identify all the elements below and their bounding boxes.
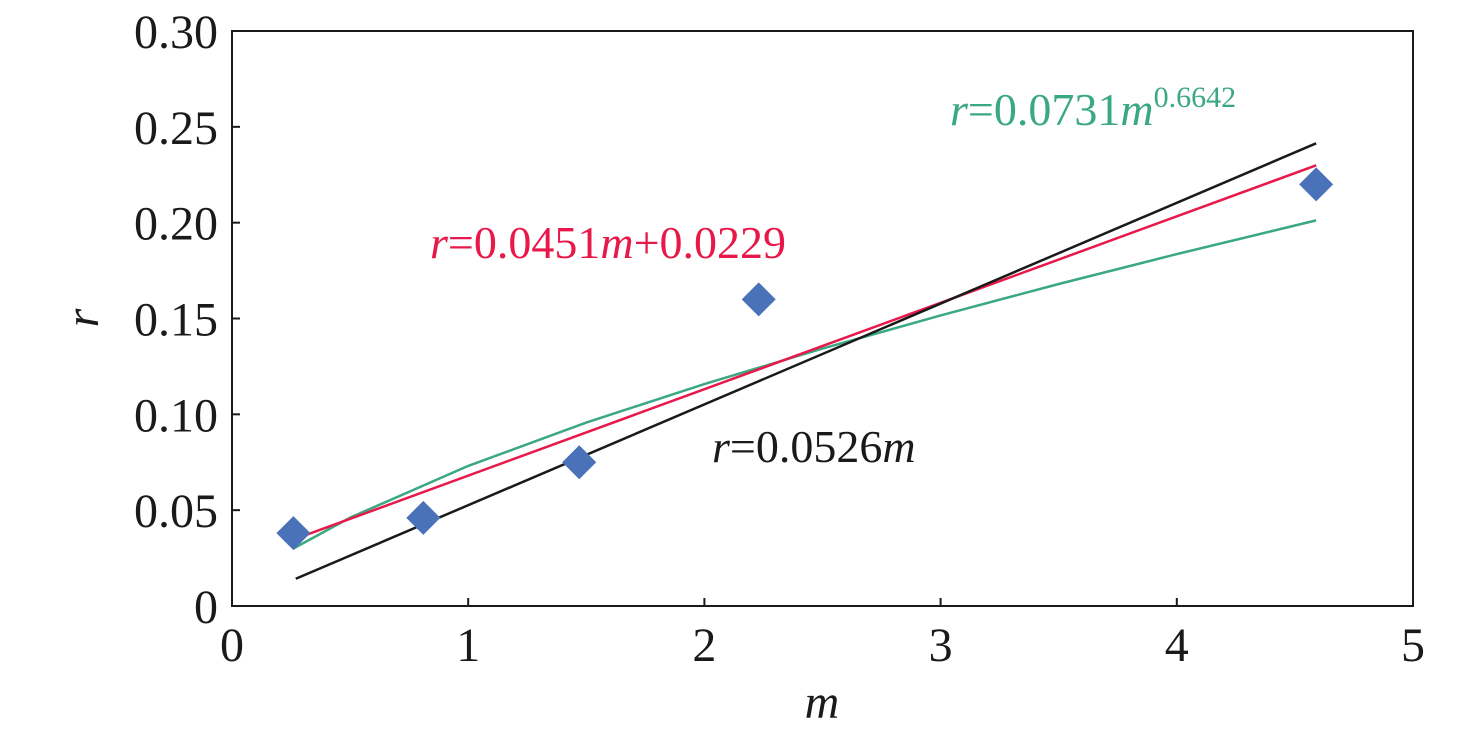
data-point <box>276 516 311 551</box>
equation-part: r <box>430 217 449 268</box>
x-tick-label: 5 <box>1401 619 1425 672</box>
equation-part: =0.0526 <box>730 421 882 472</box>
equation-part: 0.6642 <box>1154 81 1237 114</box>
equation-part: m <box>882 421 915 472</box>
y-tick-label: 0.25 <box>134 102 218 155</box>
equation-part: =0.0731 <box>968 84 1120 135</box>
equation-part: r <box>712 421 731 472</box>
y-tick-label: 0.05 <box>134 485 218 538</box>
data-point <box>1299 167 1334 202</box>
data-point <box>741 282 776 317</box>
y-axis-label: r <box>56 308 109 327</box>
data-point <box>562 445 597 480</box>
equation-part: m <box>600 217 633 268</box>
equation-part: +0.0229 <box>634 217 786 268</box>
fit-line <box>292 219 1317 550</box>
fit-line <box>295 142 1317 580</box>
data-point <box>406 500 441 535</box>
y-tick-label: 0.10 <box>134 389 218 442</box>
x-tick-label: 0 <box>220 619 244 672</box>
y-tick-label: 0 <box>194 581 218 634</box>
equation-label: r=0.0526m <box>712 421 916 472</box>
equation-part: =0.0451 <box>448 217 600 268</box>
y-tick-label: 0.15 <box>134 294 218 347</box>
equation-label: r=0.0731m0.6642 <box>950 81 1236 135</box>
x-axis-label: m <box>805 676 840 729</box>
x-tick-label: 2 <box>692 619 716 672</box>
x-tick-label: 4 <box>1165 619 1189 672</box>
equation-label: r=0.0451m+0.0229 <box>430 217 786 268</box>
equation-part: m <box>1120 84 1153 135</box>
x-tick-label: 3 <box>929 619 953 672</box>
y-tick-label: 0.20 <box>134 198 218 251</box>
equation-part: r <box>950 84 969 135</box>
x-tick-label: 1 <box>456 619 480 672</box>
y-tick-label: 0.30 <box>134 6 218 59</box>
fit-line <box>295 164 1317 540</box>
